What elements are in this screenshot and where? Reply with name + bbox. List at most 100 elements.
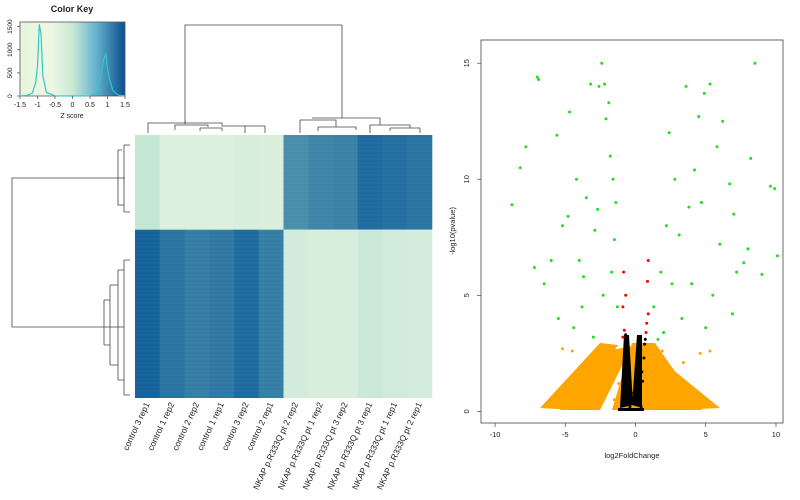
volcano-point-orange bbox=[663, 358, 667, 362]
volcano-point-green bbox=[524, 145, 528, 149]
volcano-point-green bbox=[667, 131, 671, 135]
volcano-point-orange bbox=[652, 384, 656, 388]
volcano-point-black bbox=[640, 370, 644, 374]
heatmap-cell bbox=[333, 229, 359, 398]
volcano-point-green bbox=[575, 177, 578, 181]
volcano-point-green bbox=[677, 233, 681, 237]
volcano-point-orange bbox=[612, 398, 616, 402]
volcano-point-black bbox=[629, 391, 633, 395]
volcano-point-orange bbox=[561, 347, 564, 351]
volcano-x-tick-label: 0 bbox=[633, 430, 637, 439]
volcano-x-tick-label: -5 bbox=[562, 430, 569, 439]
heatmap-column-label: NKAP p.R333Q pt 1 rep2 bbox=[276, 400, 325, 491]
volcano-point-black bbox=[627, 368, 631, 372]
volcano-point-orange bbox=[598, 375, 602, 379]
volcano-point-orange bbox=[594, 402, 598, 406]
volcano-point-orange bbox=[608, 347, 612, 351]
heatmap-cell bbox=[283, 229, 309, 398]
volcano-point-black bbox=[643, 342, 647, 346]
volcano-point-green bbox=[535, 75, 539, 79]
heatmap-cell bbox=[407, 135, 433, 230]
volcano-point-green bbox=[572, 326, 576, 330]
colorkey-x-tick-label: 1.5 bbox=[120, 102, 130, 109]
volcano-density-wedges bbox=[540, 335, 720, 411]
volcano-point-green bbox=[561, 224, 564, 228]
colorkey-histogram bbox=[19, 24, 126, 97]
volcano-point-red bbox=[646, 279, 649, 283]
volcano-point-green bbox=[753, 61, 757, 65]
volcano-point-green bbox=[711, 293, 715, 297]
volcano-point-black bbox=[642, 356, 646, 360]
volcano-point-orange bbox=[605, 363, 609, 367]
colorkey-x-tick-label: -1.5 bbox=[14, 102, 26, 109]
volcano-point-green bbox=[704, 326, 708, 330]
heatmap-cell bbox=[209, 135, 235, 230]
volcano-point-green bbox=[549, 259, 553, 262]
colorkey-x-axis: -1.5 -1 -0.5 0 0.5 1 1.5 bbox=[14, 96, 130, 109]
heatmap-column-label: NKAP p.R333Q pt 3 rep1 bbox=[325, 400, 374, 491]
volcano-point-red bbox=[622, 270, 626, 274]
volcano-point-green bbox=[611, 177, 615, 181]
volcano-plot: -10 -5 0 5 10 0 5 10 15 log2FoldChange -log10(p… bbox=[448, 39, 784, 460]
colorkey-y-tick-label: 500 bbox=[7, 67, 14, 78]
volcano-point-orange bbox=[681, 361, 685, 365]
heatmap-cell bbox=[258, 229, 284, 398]
volcano-point-green bbox=[742, 261, 746, 265]
volcano-point-black bbox=[643, 337, 647, 341]
volcano-point-red bbox=[644, 331, 648, 334]
volcano-ylabel: -log10(pvalue) bbox=[448, 207, 457, 255]
volcano-point-green bbox=[510, 203, 514, 207]
heatmap-grid bbox=[135, 134, 433, 398]
volcano-point-orange bbox=[584, 358, 588, 362]
volcano-point-red bbox=[621, 305, 625, 309]
volcano-point-green bbox=[690, 282, 694, 286]
volcano-point-green bbox=[600, 61, 604, 65]
volcano-point-green bbox=[652, 305, 656, 309]
volcano-point-red bbox=[621, 335, 625, 339]
colorkey-x-tick-label: 0.5 bbox=[85, 102, 95, 109]
volcano-point-green bbox=[589, 82, 593, 86]
volcano-point-green bbox=[532, 266, 536, 269]
volcano-point-green bbox=[702, 91, 706, 95]
volcano-point-green bbox=[715, 145, 719, 149]
volcano-point-green bbox=[593, 228, 597, 232]
volcano-point-green bbox=[746, 247, 750, 251]
heatmap-cell bbox=[357, 135, 383, 230]
volcano-point-green bbox=[607, 101, 611, 105]
colorkey-title: Color Key bbox=[51, 4, 94, 14]
volcano-point-green bbox=[775, 254, 779, 258]
heatmap-cell bbox=[308, 229, 334, 398]
volcano-points bbox=[510, 61, 779, 409]
volcano-point-orange bbox=[708, 349, 712, 353]
volcano-y-axis: 0 5 10 15 bbox=[462, 59, 481, 413]
volcano-y-tick-label: 15 bbox=[462, 59, 471, 67]
colorkey-y-tick-label: 1000 bbox=[7, 42, 14, 57]
volcano-point-green bbox=[760, 272, 764, 276]
volcano-x-tick-label: 10 bbox=[772, 430, 780, 439]
heatmap-cell bbox=[407, 229, 433, 398]
volcano-point-green bbox=[693, 168, 696, 172]
heatmap-column-label: NKAP p.R333Q pt 2 rep2 bbox=[251, 400, 300, 491]
volcano-point-green bbox=[566, 214, 570, 218]
heatmap-cell bbox=[258, 135, 284, 230]
volcano-point-black bbox=[637, 398, 641, 402]
volcano-point-green bbox=[732, 212, 736, 216]
heatmap-cell bbox=[382, 135, 408, 230]
volcano-point-green bbox=[735, 270, 739, 274]
volcano-point-green bbox=[700, 201, 703, 204]
volcano-point-orange bbox=[591, 391, 595, 395]
heatmap-cell bbox=[283, 135, 309, 230]
colorkey-x-tick-label: -1 bbox=[34, 102, 40, 109]
volcano-point-green bbox=[596, 207, 600, 211]
colorkey-x-tick-label: -0.5 bbox=[49, 102, 61, 109]
colorkey-x-tick-label: 0 bbox=[71, 102, 75, 109]
volcano-point-green bbox=[684, 84, 688, 88]
heatmap-cell bbox=[184, 135, 210, 230]
volcano-point-green bbox=[537, 78, 541, 81]
volcano-point-green bbox=[610, 270, 614, 274]
volcano-point-green bbox=[656, 337, 660, 341]
heatmap-cell bbox=[333, 135, 359, 230]
volcano-point-red bbox=[645, 321, 649, 325]
volcano-xlabel: log2FoldChange bbox=[604, 451, 659, 460]
